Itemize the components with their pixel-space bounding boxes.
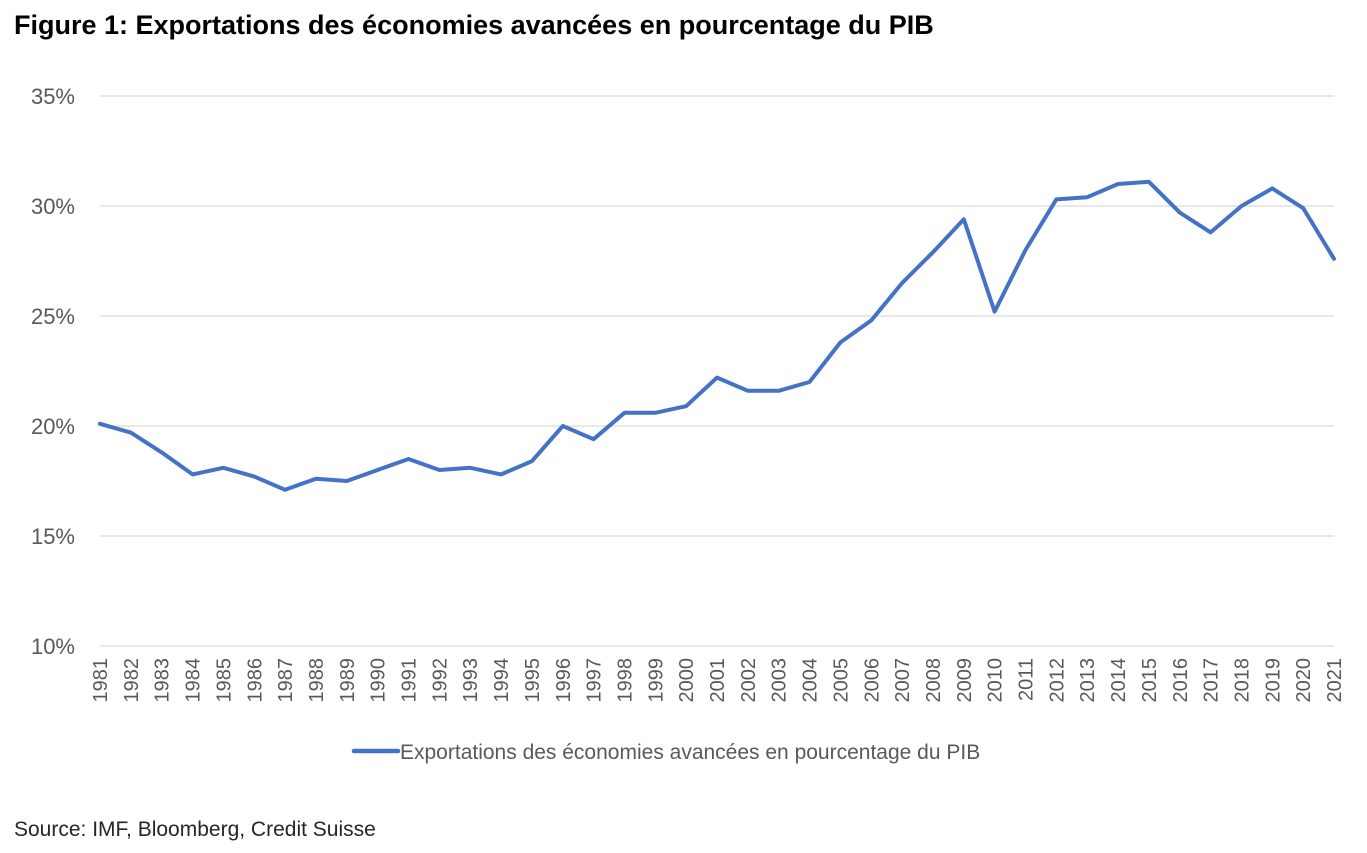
legend: Exportations des économies avancées en p… — [351, 741, 980, 764]
x-tick-label: 2015 — [1139, 658, 1161, 703]
x-tick-label: 1985 — [213, 658, 235, 703]
x-tick-label: 1982 — [121, 658, 143, 703]
y-tick-label: 30% — [31, 194, 75, 219]
x-tick-label: 1990 — [368, 658, 390, 703]
y-axis-tick-labels: 10% 15% 20% 25% 30% 35% — [31, 84, 75, 659]
x-tick-label: 1995 — [522, 658, 544, 703]
x-tick-label: 2003 — [769, 658, 791, 703]
x-tick-label: 2009 — [954, 658, 976, 703]
x-tick-label: 2017 — [1201, 658, 1223, 703]
x-tick-label: 1991 — [399, 658, 421, 703]
x-tick-label: 1981 — [90, 658, 112, 703]
legend-label: Exportations des économies avancées en p… — [400, 741, 980, 764]
series-lines — [98, 179, 1336, 492]
x-tick-label: 2020 — [1293, 658, 1315, 703]
x-tick-label: 2007 — [892, 658, 914, 703]
x-tick-label: 2011 — [1016, 658, 1038, 701]
x-tick-label: 1984 — [183, 658, 205, 703]
x-tick-label: 1996 — [553, 658, 575, 703]
source-note: Source: IMF, Bloomberg, Credit Suisse — [14, 818, 376, 841]
x-tick-label: 2021 — [1324, 658, 1346, 703]
x-tick-label: 2005 — [830, 658, 852, 703]
chart-title: Figure 1: Exportations des économies ava… — [14, 10, 934, 40]
x-axis-tick-labels: 1981 1982 1983 1984 1985 1986 1987 1988 1989 1990… — [90, 658, 1346, 703]
x-tick-label: 2006 — [861, 658, 883, 703]
x-tick-label: 2019 — [1262, 658, 1284, 703]
gridlines — [100, 95, 1334, 647]
x-tick-label: 2016 — [1170, 658, 1192, 703]
x-tick-label: 1994 — [491, 658, 513, 703]
x-tick-label: 2008 — [923, 658, 945, 703]
x-tick-label: 1986 — [244, 658, 266, 703]
x-tick-label: 1993 — [460, 658, 482, 703]
x-tick-label: 2000 — [676, 658, 698, 703]
x-tick-label: 1998 — [614, 658, 636, 703]
x-tick-label: 1987 — [275, 658, 297, 703]
x-tick-label: 2010 — [985, 658, 1007, 703]
y-tick-label: 25% — [31, 304, 75, 329]
y-tick-label: 20% — [31, 414, 75, 439]
x-tick-label: 1999 — [645, 658, 667, 703]
x-tick-label: 2018 — [1231, 658, 1253, 703]
y-tick-label: 35% — [31, 84, 75, 109]
x-tick-label: 2004 — [800, 658, 822, 703]
y-tick-label: 15% — [31, 524, 75, 549]
x-tick-label: 2014 — [1108, 658, 1130, 703]
x-tick-label: 2012 — [1046, 658, 1068, 703]
x-tick-label: 2002 — [738, 658, 760, 703]
x-tick-label: 1997 — [584, 658, 606, 703]
x-tick-label: 2001 — [707, 658, 729, 703]
x-tick-label: 1989 — [337, 658, 359, 703]
y-tick-label: 10% — [31, 634, 75, 659]
x-tick-label: 1983 — [152, 658, 174, 703]
x-tick-label: 1992 — [429, 658, 451, 703]
x-tick-label: 1988 — [306, 658, 328, 703]
series-line — [98, 179, 1336, 492]
x-tick-label: 2013 — [1077, 658, 1099, 703]
